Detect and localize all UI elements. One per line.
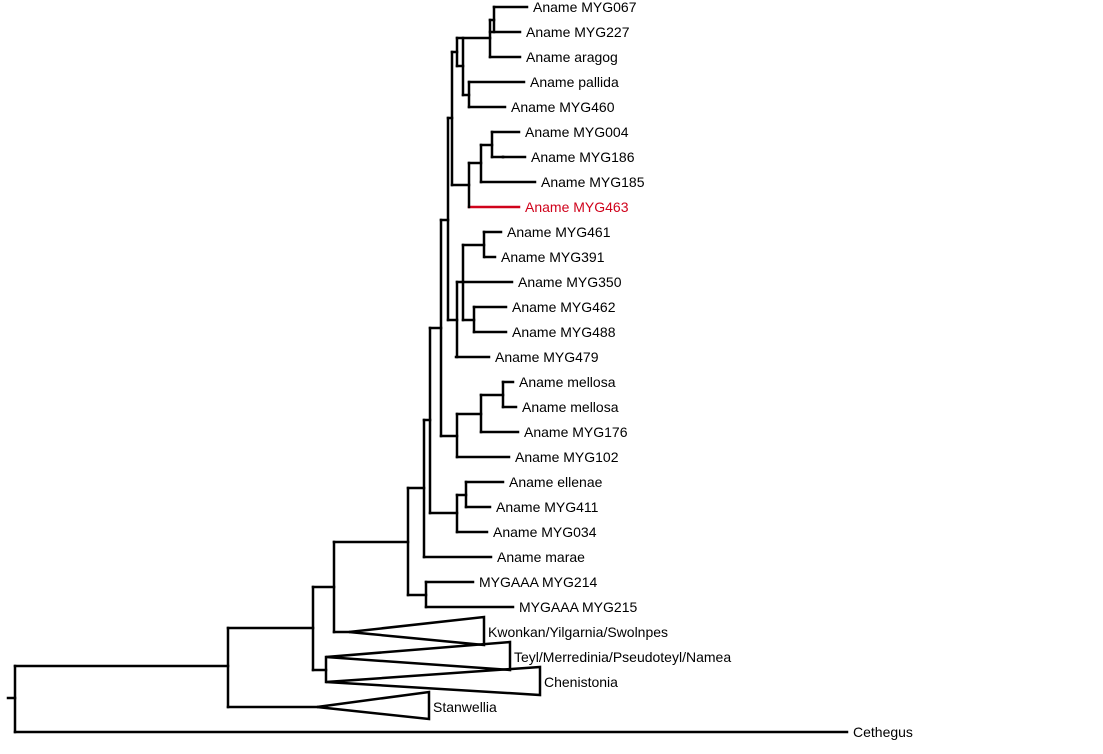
tip-label: Aname MYG391: [501, 249, 605, 265]
outgroup-label: Cethegus: [853, 724, 913, 740]
tip-label: Aname MYG067: [533, 0, 637, 15]
tree-branches: [6, 5, 849, 734]
tip-label: Aname MYG185: [541, 174, 645, 190]
tip-label: Aname MYG227: [526, 24, 630, 40]
tip-label: Aname MYG488: [512, 324, 616, 340]
collapsed-clade-triangle: [325, 665, 542, 697]
tip-label: Aname ellenae: [509, 474, 603, 490]
tip-label: Aname MYG460: [511, 99, 615, 115]
clade-label: Chenistonia: [544, 674, 618, 690]
tip-label: Aname MYG479: [495, 349, 599, 365]
tip-label: Aname pallida: [530, 74, 619, 90]
tip-label: Aname mellosa: [519, 374, 616, 390]
clade-label: Kwonkan/Yilgarnia/Swolnpes: [488, 624, 668, 640]
tip-label: Aname marae: [497, 549, 585, 565]
collapsed-clades: [316, 615, 542, 721]
tip-label: MYGAAA MYG214: [479, 574, 597, 590]
tip-label: Aname MYG462: [512, 299, 616, 315]
tip-label: MYGAAA MYG215: [519, 599, 637, 615]
tip-label: Aname MYG176: [524, 424, 628, 440]
tip-label: Aname MYG411: [496, 499, 599, 515]
tip-label: Aname MYG034: [493, 524, 597, 540]
collapsed-clade-triangle: [316, 690, 431, 721]
tip-label: Aname mellosa: [522, 399, 619, 415]
clade-label: Stanwellia: [433, 699, 497, 715]
tip-label: Aname MYG004: [525, 124, 629, 140]
tip-label: Aname MYG186: [531, 149, 635, 165]
tip-label: Aname MYG461: [507, 224, 611, 240]
collapsed-clade-triangle: [348, 615, 486, 647]
highlighted-tip-label: Aname MYG463: [525, 199, 629, 215]
tip-label: Aname aragog: [526, 49, 618, 65]
clade-label: Teyl/Merredinia/Pseudoteyl/Namea: [514, 649, 731, 665]
tip-labels: Aname MYG067 Aname MYG227 Aname aragog Anam…: [433, 0, 913, 740]
tip-label: Aname MYG102: [515, 449, 619, 465]
tip-label: Aname MYG350: [518, 274, 622, 290]
collapsed-clade-triangle: [325, 640, 512, 672]
